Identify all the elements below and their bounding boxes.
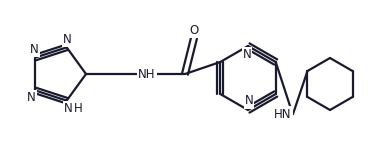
Text: HN: HN <box>274 108 292 120</box>
Text: N: N <box>30 43 39 56</box>
Text: N: N <box>242 48 251 62</box>
Text: H: H <box>74 102 83 115</box>
Text: O: O <box>189 24 199 36</box>
Text: N: N <box>64 102 73 115</box>
Text: N: N <box>63 33 72 46</box>
Text: NH: NH <box>138 68 156 81</box>
Text: N: N <box>27 91 36 104</box>
Text: N: N <box>245 94 253 108</box>
